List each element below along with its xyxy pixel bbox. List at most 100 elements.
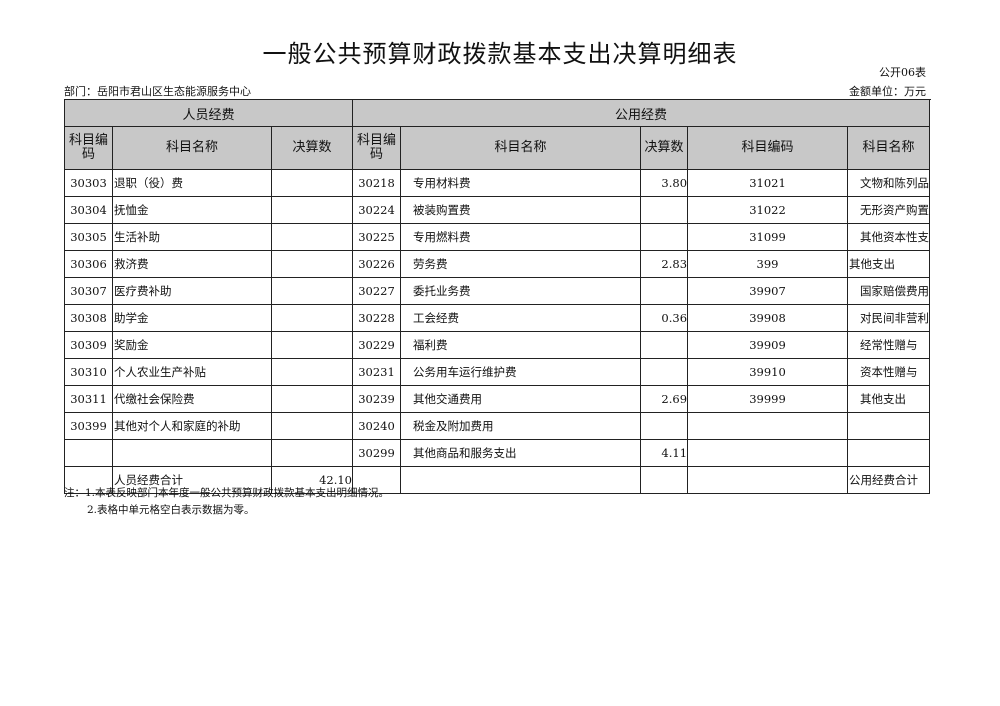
name-cell: 文物和陈列品购置 bbox=[847, 169, 931, 197]
code-cell: 30308 bbox=[64, 304, 113, 332]
amount-cell bbox=[640, 196, 689, 224]
amount-cell: 3.80 bbox=[640, 169, 689, 197]
name-cell: 经常性赠与 bbox=[847, 331, 931, 359]
code-cell: 39908 bbox=[687, 304, 849, 332]
code-cell: 30307 bbox=[64, 277, 113, 305]
amount-cell bbox=[640, 277, 689, 305]
code-cell: 30226 bbox=[352, 250, 402, 278]
name-cell: 劳务费 bbox=[400, 250, 642, 278]
code-cell: 30224 bbox=[352, 196, 402, 224]
name-cell: 医疗费补助 bbox=[112, 277, 272, 305]
name-header: 科目名称 bbox=[400, 126, 642, 170]
amount-cell bbox=[640, 412, 689, 440]
table-row: 30311 代缴社会保险费 30239 其他交通费用 2.69 39999 其他支出 bbox=[64, 385, 931, 413]
code-cell: 30305 bbox=[64, 223, 113, 251]
amount-cell: 2.83 bbox=[640, 250, 689, 278]
table-row: 30399 其他对个人和家庭的补助 30240 税金及附加费用 bbox=[64, 412, 931, 440]
code-cell: 30311 bbox=[64, 385, 113, 413]
note-2: 2.表格中单元格空白表示数据为零。 bbox=[87, 504, 255, 516]
code-cell: 31021 bbox=[687, 169, 849, 197]
name-cell bbox=[400, 466, 642, 494]
name-cell: 工会经费 bbox=[400, 304, 642, 332]
name-cell: 其他对个人和家庭的补助 bbox=[112, 412, 272, 440]
department-label: 部门：岳阳市君山区生态能源服务中心 bbox=[64, 85, 251, 98]
amount-cell: 42.10 bbox=[270, 466, 354, 494]
code-cell bbox=[352, 466, 402, 494]
code-cell: 31022 bbox=[687, 196, 849, 224]
name-cell: 救济费 bbox=[112, 250, 272, 278]
name-cell: 退职（役）费 bbox=[112, 169, 272, 197]
code-cell: 30228 bbox=[352, 304, 402, 332]
table-row: 30309 奖励金 30229 福利费 39909 经常性赠与 bbox=[64, 331, 931, 359]
amount-cell bbox=[270, 358, 354, 386]
amount-header: 决算数 bbox=[640, 126, 689, 170]
code-cell: 30304 bbox=[64, 196, 113, 224]
name-cell: 代缴社会保险费 bbox=[112, 385, 272, 413]
personnel-header: 人员经费 bbox=[63, 99, 354, 127]
code-cell: 39907 bbox=[687, 277, 849, 305]
code-cell: 30310 bbox=[64, 358, 113, 386]
code-cell: 39999 bbox=[687, 385, 849, 413]
unit-label: 金额单位：万元 bbox=[849, 85, 926, 98]
table-row: 30310 个人农业生产补贴 30231 公务用车运行维护费 39910 资本性赠与 bbox=[64, 358, 931, 386]
code-cell: 39910 bbox=[687, 358, 849, 386]
name-cell: 其他商品和服务支出 bbox=[400, 439, 642, 467]
table-row: 30306 救济费 30226 劳务费 2.83 399 其他支出 bbox=[64, 250, 931, 278]
code-cell: 30229 bbox=[352, 331, 402, 359]
name-cell bbox=[847, 412, 931, 440]
public-header: 公用经费 bbox=[352, 99, 931, 127]
name-cell: 人员经费合计 bbox=[112, 466, 272, 494]
name-cell: 税金及附加费用 bbox=[400, 412, 642, 440]
name-cell: 国家赔偿费用支出 bbox=[847, 277, 931, 305]
code-cell: 30399 bbox=[64, 412, 113, 440]
note-1: 注：1.本表反映部门本年度一般公共预算财政拨款基本支出明细情况。 bbox=[64, 487, 390, 499]
amount-cell: 0.36 bbox=[640, 304, 689, 332]
form-number: 公开06表 bbox=[879, 66, 926, 79]
name-cell bbox=[112, 439, 272, 467]
name-cell: 被装购置费 bbox=[400, 196, 642, 224]
code-cell: 30306 bbox=[64, 250, 113, 278]
name-header: 科目名称 bbox=[847, 126, 931, 170]
expenditure-table: 人员经费 公用经费 科目编码 科目名称 决算数 科目编码 科目名称 决算数 科目… bbox=[63, 99, 931, 494]
amount-cell bbox=[270, 169, 354, 197]
name-cell: 专用材料费 bbox=[400, 169, 642, 197]
amount-cell bbox=[640, 223, 689, 251]
code-cell: 30303 bbox=[64, 169, 113, 197]
code-cell: 399 bbox=[687, 250, 849, 278]
amount-cell bbox=[270, 223, 354, 251]
name-cell: 对民间非营利组织和群众性自 bbox=[847, 304, 931, 332]
name-cell: 其他支出 bbox=[847, 385, 931, 413]
code-cell: 30240 bbox=[352, 412, 402, 440]
code-cell bbox=[687, 466, 849, 494]
code-header: 科目编码 bbox=[687, 126, 849, 170]
code-cell: 30231 bbox=[352, 358, 402, 386]
code-cell: 30299 bbox=[352, 439, 402, 467]
amount-cell bbox=[270, 196, 354, 224]
name-cell: 公用经费合计 bbox=[847, 466, 931, 494]
code-cell: 30309 bbox=[64, 331, 113, 359]
name-cell: 其他交通费用 bbox=[400, 385, 642, 413]
amount-cell bbox=[270, 304, 354, 332]
code-cell bbox=[687, 439, 849, 467]
name-header: 科目名称 bbox=[112, 126, 272, 170]
code-cell: 30225 bbox=[352, 223, 402, 251]
code-cell: 31099 bbox=[687, 223, 849, 251]
amount-cell bbox=[270, 250, 354, 278]
code-header: 科目编码 bbox=[64, 126, 113, 170]
code-cell: 30227 bbox=[352, 277, 402, 305]
name-cell: 个人农业生产补贴 bbox=[112, 358, 272, 386]
name-cell: 专用燃料费 bbox=[400, 223, 642, 251]
page-title: 一般公共预算财政拨款基本支出决算明细表 bbox=[262, 40, 738, 68]
amount-cell: 4.11 bbox=[640, 439, 689, 467]
table-row: 30299 其他商品和服务支出 4.11 bbox=[64, 439, 931, 467]
code-cell: 39909 bbox=[687, 331, 849, 359]
name-cell: 生活补助 bbox=[112, 223, 272, 251]
name-cell: 公务用车运行维护费 bbox=[400, 358, 642, 386]
code-cell: 30239 bbox=[352, 385, 402, 413]
code-cell bbox=[64, 439, 113, 467]
amount-cell bbox=[640, 466, 689, 494]
